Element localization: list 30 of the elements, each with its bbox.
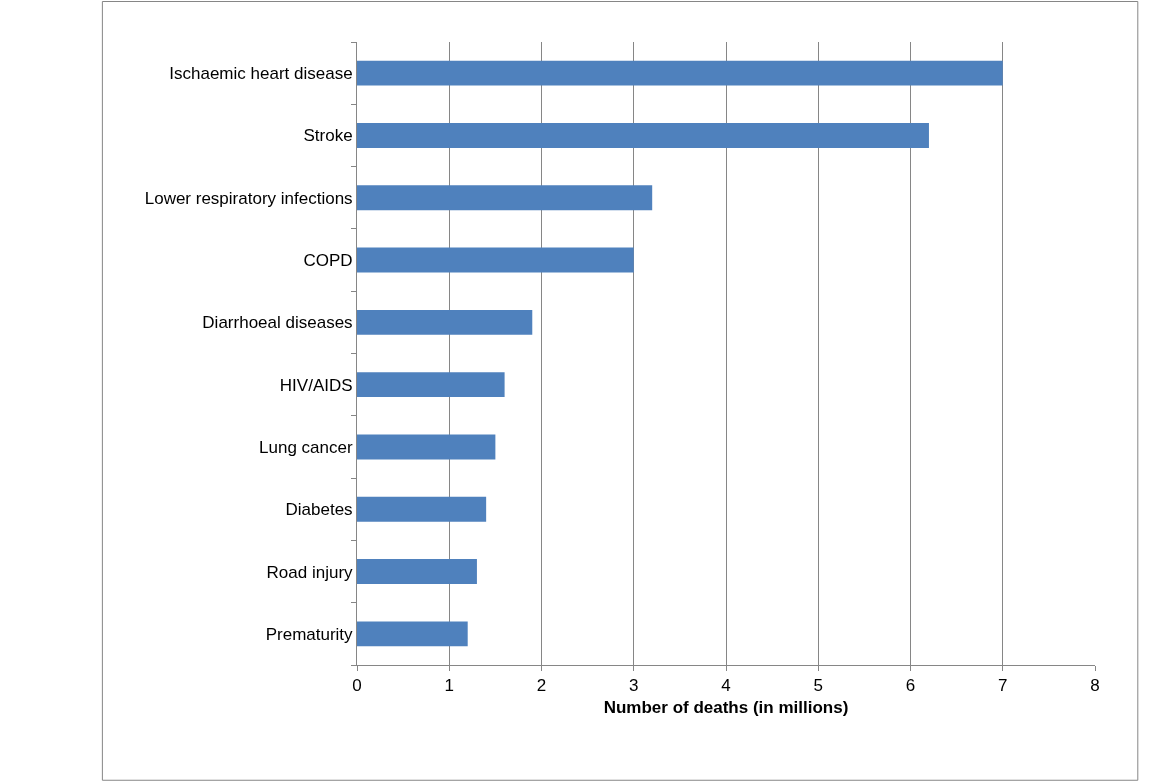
y-tick-label: Diarrhoeal diseases [202,313,353,333]
bar [357,496,487,522]
bar [357,122,929,148]
bar [357,247,634,273]
y-tick-label: HIV/AIDS [279,375,353,395]
bar [357,185,653,211]
x-tick-label: 5 [813,676,823,696]
bar [357,60,1003,86]
x-tick-label: 8 [1090,676,1100,696]
y-tick-label: Stroke [303,126,353,146]
y-tick-label: Prematurity [265,624,354,644]
bar [357,434,496,460]
x-tick-label: 4 [721,676,731,696]
x-tick-label: 0 [352,676,362,696]
bar [357,621,468,647]
x-tick-label: 7 [998,676,1008,696]
x-tick-label: 2 [536,676,547,696]
y-tick-label: Lower respiratory infections [144,188,353,208]
x-axis-title: Number of deaths (in millions) [603,697,849,717]
y-tick-label: Road injury [266,562,354,582]
bar [357,372,505,398]
y-tick-label: Ischaemic heart disease [169,64,353,84]
x-tick-label: 1 [444,676,454,696]
y-tick-label: Diabetes [285,500,353,520]
x-tick-label: 3 [629,676,639,696]
x-tick-label: 6 [905,676,916,696]
bar [357,559,477,585]
bar [357,309,533,335]
y-tick-label: COPD [303,251,353,270]
y-tick-label: Lung cancer [259,437,353,457]
